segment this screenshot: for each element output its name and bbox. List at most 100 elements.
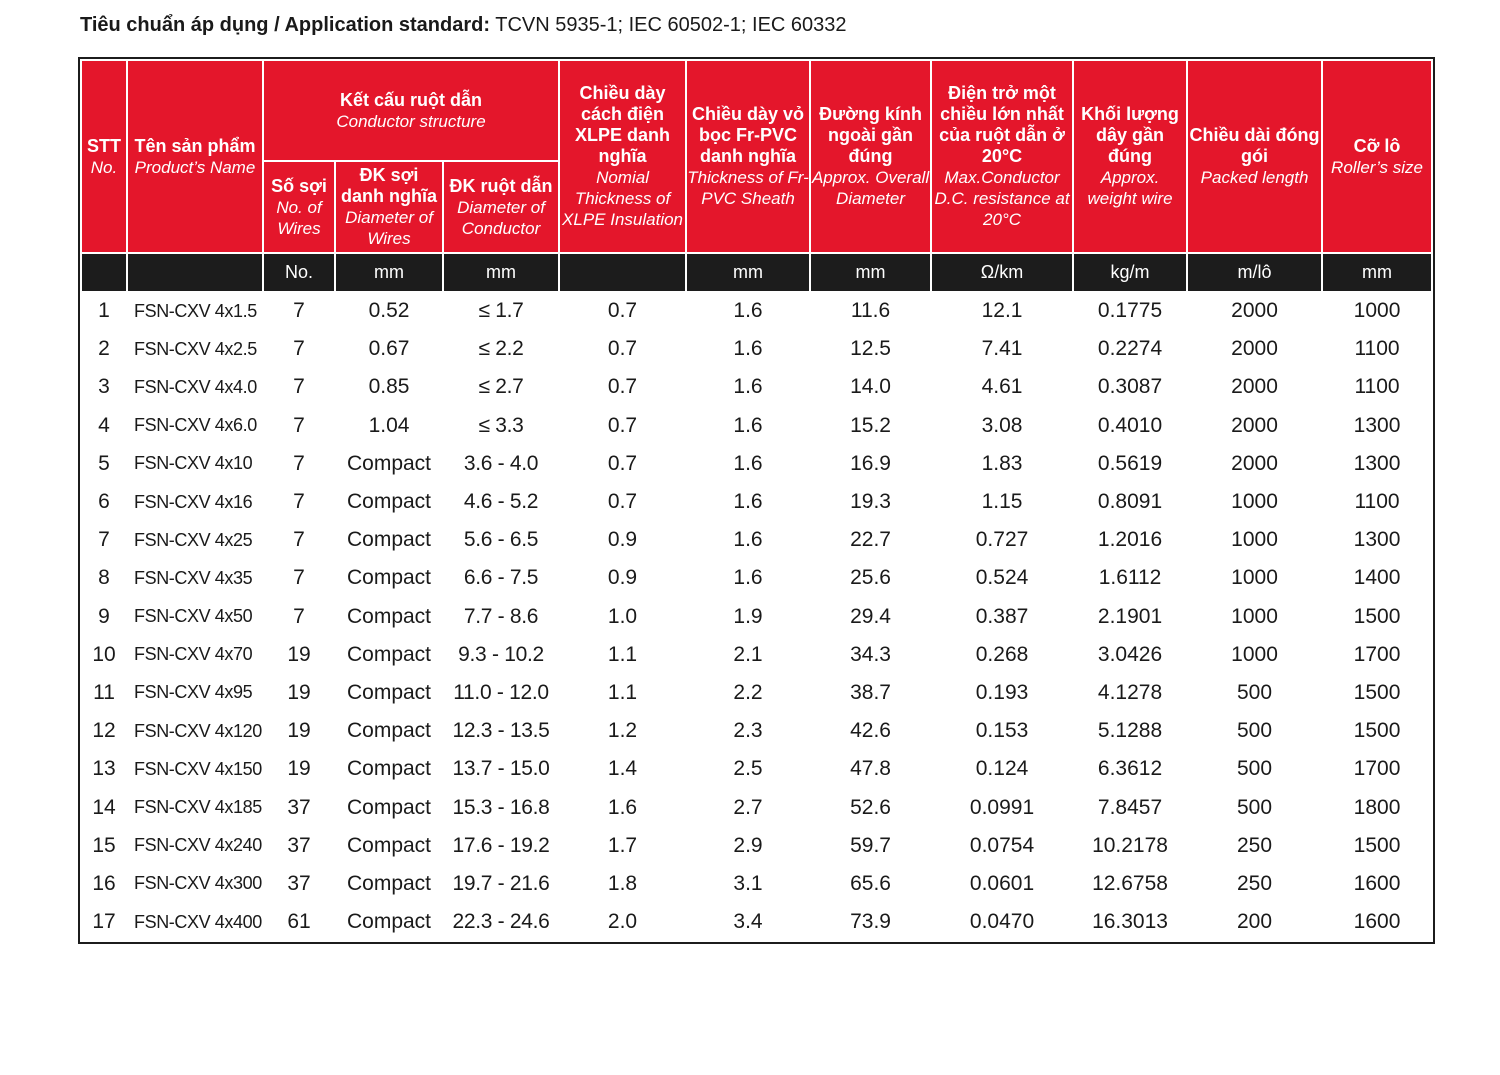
cell-no-of-wires: 7: [262, 367, 336, 408]
table-row: 7 FSN-CXV 4x25 7 Compact 5.6 - 6.5 0.9 1.6 22.7…: [80, 520, 1434, 561]
cell-conductor-diameter: 13.7 - 15.0: [441, 749, 561, 790]
cell-overall-diameter: 12.5: [809, 329, 933, 370]
cell-wire-diameter: Compact: [334, 787, 444, 828]
cell-dc-resistance: 0.727: [930, 520, 1075, 561]
header-overall-diameter: Đường kính ngoài gần đúng Approx. Overall…: [809, 59, 933, 254]
cell-packed-length: 2000: [1186, 329, 1324, 370]
cell-sheath-thickness: 1.6: [685, 290, 812, 332]
cell-insulation-thickness: 1.4: [558, 749, 688, 790]
cell-roller-size: 1000: [1321, 290, 1434, 332]
cell-product-name: FSN-CXV 4x240: [126, 825, 264, 866]
cell-dc-resistance: 0.524: [930, 558, 1075, 599]
cell-sheath-thickness: 2.3: [685, 711, 812, 752]
cell-no-of-wires: 37: [262, 787, 336, 828]
cell-stt: 14: [80, 787, 128, 828]
cell-overall-diameter: 11.6: [809, 290, 933, 332]
header-product-name: Tên sản phẩm Product’s Name: [126, 59, 264, 254]
cell-no-of-wires: 7: [262, 558, 336, 599]
cell-wire-diameter: Compact: [334, 596, 444, 637]
table-row: 14 FSN-CXV 4x185 37 Compact 15.3 - 16.8 1.6 2.…: [80, 787, 1434, 828]
cell-sheath-thickness: 2.1: [685, 634, 812, 675]
cell-wire-diameter: Compact: [334, 825, 444, 866]
cell-weight: 4.1278: [1072, 672, 1189, 714]
cell-conductor-diameter: 15.3 - 16.8: [441, 787, 561, 828]
cell-no-of-wires: 7: [262, 443, 336, 484]
standard-label: Tiêu chuẩn áp dụng / Application standar…: [80, 14, 491, 36]
cell-roller-size: 1300: [1321, 520, 1434, 561]
cell-insulation-thickness: 1.7: [558, 825, 688, 866]
cell-conductor-diameter: 5.6 - 6.5: [441, 520, 561, 561]
cell-dc-resistance: 0.0991: [930, 787, 1075, 828]
cell-insulation-thickness: 1.8: [558, 863, 688, 905]
cell-overall-diameter: 14.0: [809, 367, 933, 408]
cell-stt: 12: [80, 711, 128, 752]
cell-weight: 16.3013: [1072, 901, 1189, 943]
cell-sheath-thickness: 2.2: [685, 672, 812, 714]
cell-dc-resistance: 1.15: [930, 481, 1075, 523]
cell-insulation-thickness: 0.9: [558, 558, 688, 599]
cell-dc-resistance: 0.0601: [930, 863, 1075, 905]
cell-dc-resistance: 3.08: [930, 405, 1075, 446]
header-conductor-structure: Kết cấu ruột dẫn Conductor structure: [261, 59, 561, 162]
cell-wire-diameter: Compact: [334, 711, 444, 752]
cell-weight: 0.4010: [1072, 405, 1189, 446]
cell-packed-length: 2000: [1186, 443, 1324, 484]
cell-product-name: FSN-CXV 4x150: [126, 749, 264, 790]
cell-stt: 11: [80, 672, 128, 714]
cell-stt: 4: [80, 405, 128, 446]
cell-roller-size: 1800: [1321, 787, 1434, 828]
cell-overall-diameter: 29.4: [809, 596, 933, 637]
cell-stt: 8: [80, 558, 128, 599]
cell-weight: 1.6112: [1072, 558, 1189, 599]
cell-conductor-diameter: 12.3 - 13.5: [441, 711, 561, 752]
cell-stt: 1: [80, 290, 128, 332]
cell-dc-resistance: 0.0754: [930, 825, 1075, 866]
cell-insulation-thickness: 0.7: [558, 443, 688, 484]
cell-product-name: FSN-CXV 4x2.5: [126, 329, 264, 370]
table-row: 13 FSN-CXV 4x150 19 Compact 13.7 - 15.0 1.4 2.…: [80, 749, 1434, 790]
cell-no-of-wires: 19: [262, 711, 336, 752]
cell-conductor-diameter: 19.7 - 21.6: [441, 863, 561, 905]
cell-no-of-wires: 19: [262, 749, 336, 790]
cell-packed-length: 500: [1186, 672, 1324, 714]
cell-conductor-diameter: 9.3 - 10.2: [441, 634, 561, 675]
header-no-of-wires: Số sợi No. of Wires: [262, 160, 336, 254]
table-row: 17 FSN-CXV 4x400 61 Compact 22.3 - 24.6 2.0 3.…: [80, 901, 1434, 943]
cell-wire-diameter: Compact: [334, 443, 444, 484]
cell-packed-length: 2000: [1186, 290, 1324, 332]
cell-dc-resistance: 0.0470: [930, 901, 1075, 943]
cell-conductor-diameter: ≤ 3.3: [441, 405, 561, 446]
cell-overall-diameter: 19.3: [809, 481, 933, 523]
cell-packed-length: 2000: [1186, 405, 1324, 446]
cable-spec-table: STT No. Tên sản phẩm Product’s Name Kết cấ…: [77, 56, 1436, 945]
cell-insulation-thickness: 0.7: [558, 290, 688, 332]
cell-roller-size: 1100: [1321, 481, 1434, 523]
cell-roller-size: 1600: [1321, 863, 1434, 905]
cell-weight: 2.1901: [1072, 596, 1189, 637]
cell-no-of-wires: 19: [262, 634, 336, 675]
cell-weight: 6.3612: [1072, 749, 1189, 790]
cell-sheath-thickness: 2.9: [685, 825, 812, 866]
cell-dc-resistance: 4.61: [930, 367, 1075, 408]
cell-sheath-thickness: 1.6: [685, 481, 812, 523]
cell-weight: 10.2178: [1072, 825, 1189, 866]
cell-conductor-diameter: 17.6 - 19.2: [441, 825, 561, 866]
cell-wire-diameter: Compact: [334, 749, 444, 790]
cell-weight: 3.0426: [1072, 634, 1189, 675]
cell-insulation-thickness: 0.7: [558, 481, 688, 523]
table-row: 15 FSN-CXV 4x240 37 Compact 17.6 - 19.2 1.7 2.…: [80, 825, 1434, 866]
cell-dc-resistance: 0.124: [930, 749, 1075, 790]
cell-packed-length: 500: [1186, 749, 1324, 790]
cell-overall-diameter: 15.2: [809, 405, 933, 446]
cell-no-of-wires: 37: [262, 863, 336, 905]
table-row: 1 FSN-CXV 4x1.5 7 0.52 ≤ 1.7 0.7 1.6 11.6 12.1 0.…: [80, 290, 1434, 332]
cell-wire-diameter: Compact: [334, 481, 444, 523]
cell-conductor-diameter: ≤ 2.7: [441, 367, 561, 408]
cell-dc-resistance: 0.387: [930, 596, 1075, 637]
header-stt: STT No.: [80, 59, 128, 254]
cell-sheath-thickness: 2.5: [685, 749, 812, 790]
cell-stt: 9: [80, 596, 128, 637]
cell-overall-diameter: 22.7: [809, 520, 933, 561]
cell-roller-size: 1500: [1321, 596, 1434, 637]
standard-value: TCVN 5935-1; IEC 60502-1; IEC 60332: [495, 14, 847, 36]
